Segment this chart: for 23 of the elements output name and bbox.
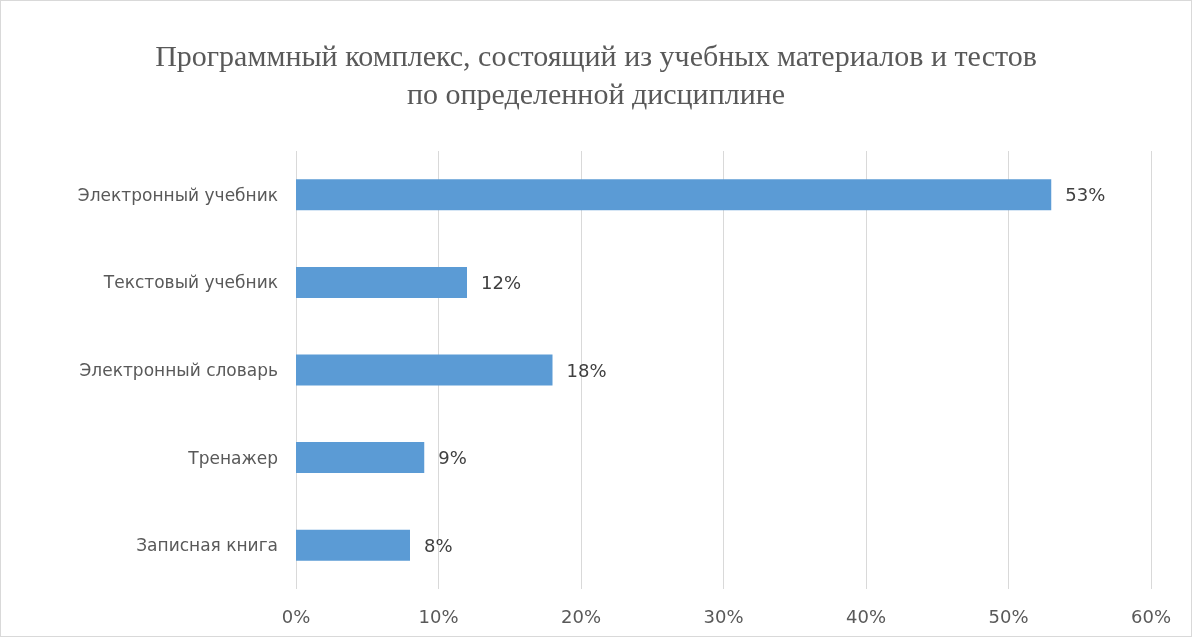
- bar: [296, 442, 425, 474]
- chart-title: Программный комплекс, состоящий из учебных материалов и тестов по определенной дисциплине: [155, 38, 1037, 110]
- data-label: 12%: [481, 271, 522, 293]
- bar: [296, 179, 1052, 211]
- bar: [296, 529, 410, 561]
- x-tick-label: 40%: [845, 605, 887, 627]
- x-tick-label: 10%: [418, 605, 459, 627]
- x-tick-label: 50%: [988, 605, 1029, 627]
- y-tick-label: Тренажер: [187, 447, 278, 468]
- y-tick-label: Электронный словарь: [79, 360, 278, 380]
- x-tick-label: 0%: [281, 605, 311, 627]
- y-tick-label: Электронный учебник: [77, 184, 278, 205]
- y-tick-label: Текстовый учебник: [102, 272, 278, 293]
- data-label: 9%: [438, 447, 467, 469]
- data-label: 53%: [1065, 184, 1106, 206]
- x-tick-label: 20%: [560, 605, 602, 627]
- y-tick-label: Записная книга: [136, 535, 278, 556]
- bar: [296, 266, 467, 298]
- x-tick-label: 30%: [703, 605, 744, 627]
- bar: [296, 354, 553, 386]
- x-tick-label: 60%: [1130, 605, 1172, 627]
- data-label: 18%: [566, 359, 607, 381]
- data-label: 8%: [424, 534, 453, 556]
